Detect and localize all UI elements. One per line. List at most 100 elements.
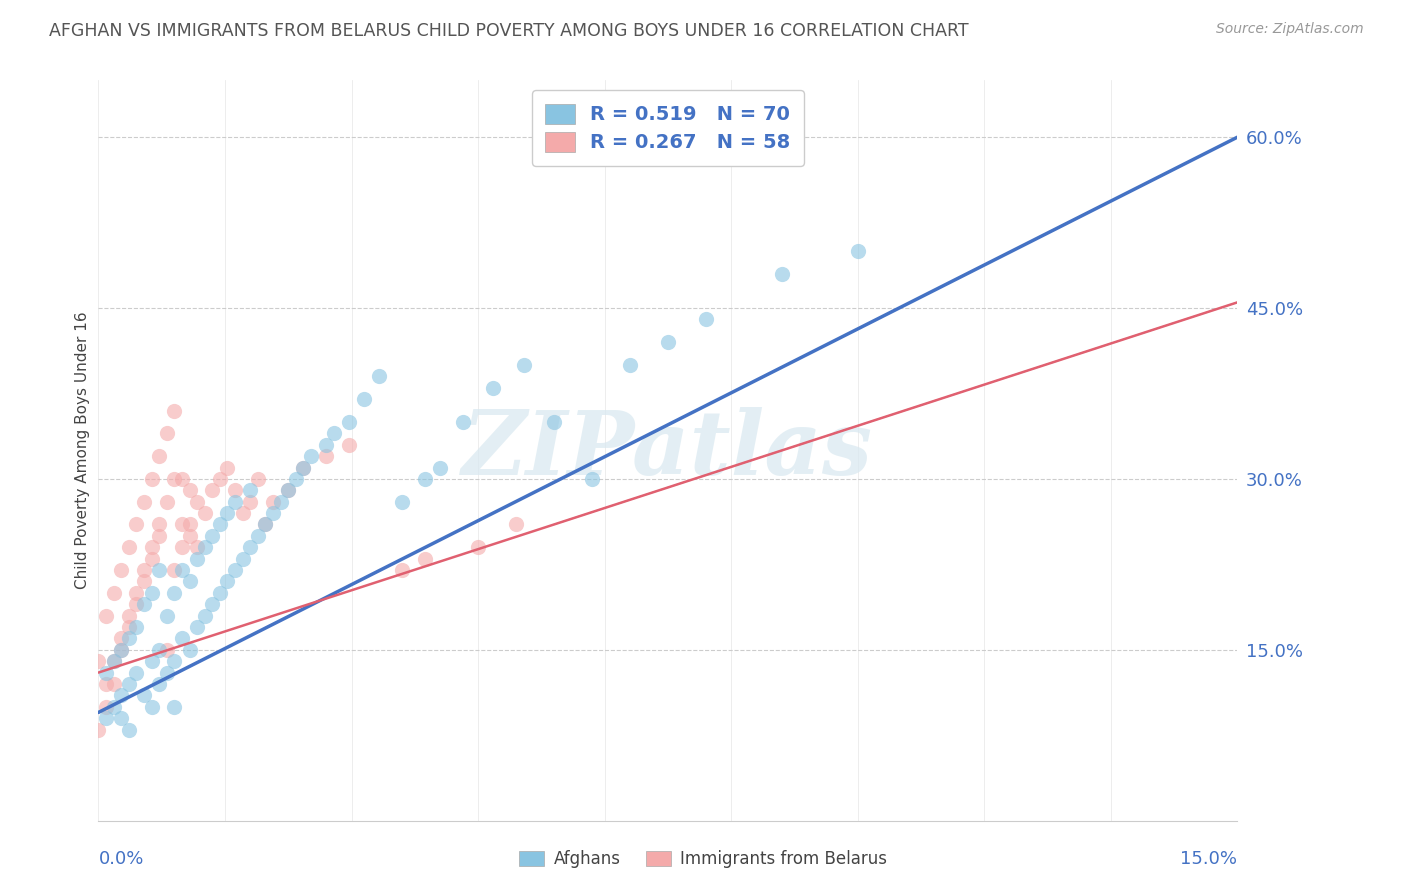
Y-axis label: Child Poverty Among Boys Under 16: Child Poverty Among Boys Under 16 <box>75 311 90 590</box>
Legend: Afghans, Immigrants from Belarus: Afghans, Immigrants from Belarus <box>512 844 894 875</box>
Point <box>179 574 201 589</box>
Point <box>179 517 201 532</box>
Point <box>284 472 307 486</box>
Point <box>170 563 193 577</box>
Point <box>156 494 179 508</box>
Point <box>125 665 148 680</box>
Point <box>163 472 186 486</box>
Point <box>179 529 201 543</box>
Point <box>103 654 125 668</box>
Text: Source: ZipAtlas.com: Source: ZipAtlas.com <box>1216 22 1364 37</box>
Point <box>315 438 337 452</box>
Point <box>505 517 527 532</box>
Point <box>194 506 217 520</box>
Point <box>246 472 269 486</box>
Point <box>201 597 224 611</box>
Point <box>262 494 284 508</box>
Point <box>103 654 125 668</box>
Point <box>292 460 315 475</box>
Point <box>94 711 117 725</box>
Point <box>224 483 246 498</box>
Point <box>141 586 163 600</box>
Point <box>179 642 201 657</box>
Text: 0.0%: 0.0% <box>98 850 143 868</box>
Point <box>232 551 254 566</box>
Point <box>217 574 239 589</box>
Point <box>103 677 125 691</box>
Point <box>141 541 163 555</box>
Point <box>148 677 170 691</box>
Point <box>512 358 534 372</box>
Point <box>156 665 179 680</box>
Point <box>110 563 132 577</box>
Point <box>110 632 132 646</box>
Point <box>299 449 322 463</box>
Point <box>353 392 375 407</box>
Point <box>170 472 193 486</box>
Point <box>110 689 132 703</box>
Point <box>94 677 117 691</box>
Point <box>148 563 170 577</box>
Point <box>118 632 141 646</box>
Point <box>846 244 869 259</box>
Point <box>132 494 155 508</box>
Point <box>254 517 277 532</box>
Point <box>156 608 179 623</box>
Text: ZIPatlas: ZIPatlas <box>463 408 873 493</box>
Point <box>94 699 117 714</box>
Point <box>217 506 239 520</box>
Point <box>770 267 793 281</box>
Point <box>163 403 186 417</box>
Text: 15.0%: 15.0% <box>1180 850 1237 868</box>
Point <box>695 312 717 326</box>
Point <box>132 597 155 611</box>
Point <box>103 586 125 600</box>
Point <box>322 426 344 441</box>
Point <box>156 642 179 657</box>
Point <box>391 494 413 508</box>
Point <box>125 620 148 634</box>
Point <box>125 517 148 532</box>
Point <box>201 483 224 498</box>
Point <box>163 586 186 600</box>
Point <box>118 723 141 737</box>
Point <box>170 517 193 532</box>
Point <box>217 460 239 475</box>
Point <box>118 620 141 634</box>
Point <box>543 415 565 429</box>
Point <box>270 494 292 508</box>
Point <box>208 586 231 600</box>
Text: AFGHAN VS IMMIGRANTS FROM BELARUS CHILD POVERTY AMONG BOYS UNDER 16 CORRELATION : AFGHAN VS IMMIGRANTS FROM BELARUS CHILD … <box>49 22 969 40</box>
Point <box>337 438 360 452</box>
Point <box>110 711 132 725</box>
Point <box>581 472 603 486</box>
Point <box>482 381 505 395</box>
Point <box>239 483 262 498</box>
Point <box>141 472 163 486</box>
Point <box>315 449 337 463</box>
Point <box>224 494 246 508</box>
Point <box>148 642 170 657</box>
Point <box>201 529 224 543</box>
Point <box>125 597 148 611</box>
Point <box>141 654 163 668</box>
Point <box>118 608 141 623</box>
Point <box>208 472 231 486</box>
Point <box>141 551 163 566</box>
Point <box>391 563 413 577</box>
Point <box>125 586 148 600</box>
Point <box>413 472 436 486</box>
Point <box>186 494 208 508</box>
Point <box>451 415 474 429</box>
Point <box>429 460 451 475</box>
Point <box>87 723 110 737</box>
Point <box>368 369 391 384</box>
Point <box>141 699 163 714</box>
Point <box>239 541 262 555</box>
Point <box>163 563 186 577</box>
Point <box>118 541 141 555</box>
Point <box>132 574 155 589</box>
Point <box>186 620 208 634</box>
Point <box>110 642 132 657</box>
Point <box>148 529 170 543</box>
